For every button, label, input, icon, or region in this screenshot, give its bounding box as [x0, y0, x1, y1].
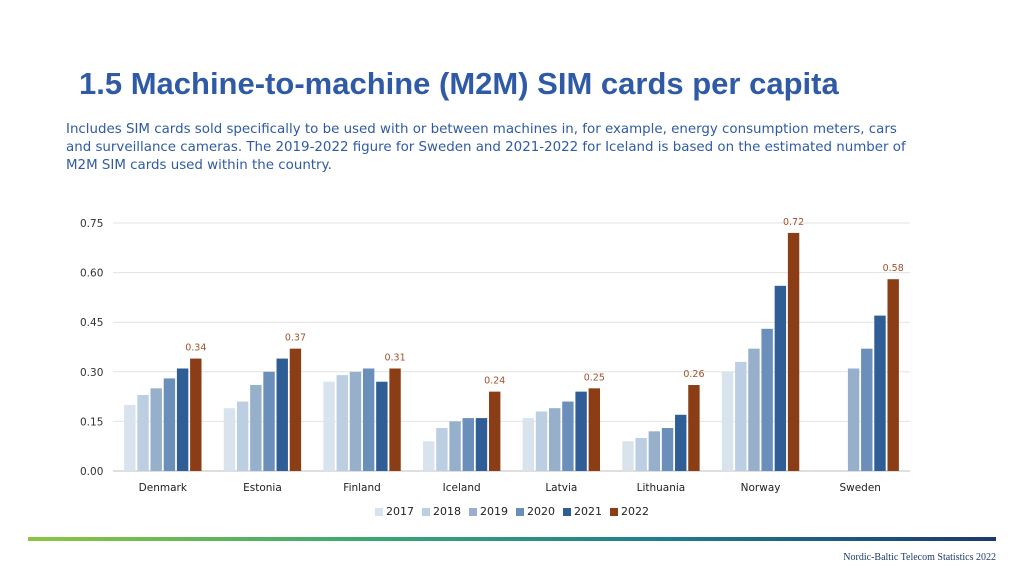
footer-text: Nordic-Baltic Telecom Statistics 2022 — [843, 552, 996, 563]
bar — [721, 371, 734, 471]
bar — [137, 394, 149, 471]
bar — [422, 441, 435, 471]
legend-swatch — [563, 507, 571, 516]
bar — [522, 418, 535, 471]
legend-item: 2017 — [375, 505, 414, 518]
y-tick-label: 0.60 — [80, 268, 103, 280]
x-tick-label: Iceland — [443, 482, 481, 494]
legend-label: 2022 — [621, 505, 649, 518]
footer-divider — [28, 537, 996, 541]
bar — [150, 388, 162, 471]
bar — [887, 279, 899, 471]
x-tick-label: Latvia — [545, 482, 577, 494]
data-label: 0.37 — [285, 333, 306, 344]
bar — [250, 385, 262, 471]
bar — [236, 401, 249, 471]
bar — [588, 388, 601, 471]
bar — [223, 408, 236, 471]
legend-swatch — [375, 507, 383, 516]
y-tick-label: 0.15 — [80, 416, 103, 428]
bar — [675, 414, 687, 471]
data-label: 0.25 — [584, 372, 605, 383]
data-label: 0.72 — [783, 217, 804, 228]
bar — [748, 348, 760, 471]
legend-label: 2021 — [574, 505, 602, 518]
y-tick-label: 0.75 — [80, 218, 103, 230]
bar — [289, 348, 302, 471]
bar — [176, 368, 189, 471]
legend-label: 2018 — [433, 505, 461, 518]
bar — [648, 431, 661, 471]
y-tick-label: 0.00 — [80, 466, 103, 478]
bar — [761, 328, 773, 471]
bar — [263, 371, 275, 471]
bar — [436, 428, 448, 471]
bar — [349, 371, 362, 471]
legend-label: 2017 — [386, 505, 414, 518]
bar — [376, 381, 388, 471]
bar — [735, 361, 747, 471]
x-tick-label: Estonia — [243, 482, 282, 494]
bar — [276, 358, 288, 471]
legend-item: 2019 — [469, 505, 508, 518]
bar — [562, 401, 574, 471]
bar — [861, 348, 873, 471]
bar — [475, 418, 488, 471]
bar — [488, 391, 501, 471]
bar — [124, 404, 136, 471]
bar — [462, 418, 474, 471]
bar — [874, 315, 886, 471]
bar — [336, 375, 348, 471]
legend-item: 2021 — [563, 505, 602, 518]
bar — [389, 368, 401, 471]
data-label: 0.31 — [384, 352, 405, 363]
legend-item: 2018 — [422, 505, 461, 518]
bar — [847, 368, 860, 471]
bar — [774, 285, 787, 471]
x-tick-label: Sweden — [839, 482, 881, 494]
bar — [323, 381, 335, 471]
legend-swatch — [516, 507, 524, 516]
legend-swatch — [610, 507, 618, 516]
legend-swatch — [422, 507, 430, 516]
data-label: 0.24 — [484, 376, 505, 387]
page-title: 1.5 Machine-to-machine (M2M) SIM cards p… — [79, 66, 839, 101]
x-tick-label: Lithuania — [637, 482, 686, 494]
y-tick-label: 0.45 — [80, 317, 103, 329]
x-tick-label: Denmark — [139, 482, 188, 494]
bar — [575, 391, 587, 471]
legend-label: 2019 — [480, 505, 508, 518]
data-label: 0.34 — [185, 343, 206, 354]
bar — [787, 232, 800, 471]
bar — [190, 358, 202, 471]
page-subtitle: Includes SIM cards sold specifically to … — [66, 122, 906, 173]
chart-legend: 2017 2018 2019 2020 2021 2022 — [0, 505, 1024, 518]
y-tick-label: 0.30 — [80, 367, 103, 379]
bar — [661, 428, 674, 471]
bar — [449, 421, 461, 471]
bar — [362, 368, 375, 471]
legend-label: 2020 — [527, 505, 555, 518]
bar — [535, 411, 548, 471]
legend-swatch — [469, 507, 477, 516]
data-label: 0.58 — [883, 263, 904, 274]
bar — [622, 441, 634, 471]
bar-chart: 0.00 0.15 0.30 0.45 0.60 0.75 0.34 Denmark 0.37 E… — [80, 217, 910, 494]
legend-item: 2020 — [516, 505, 555, 518]
bar — [549, 408, 561, 471]
x-tick-label: Norway — [741, 482, 781, 494]
bar — [635, 437, 647, 471]
bar — [163, 378, 176, 471]
bar — [688, 385, 700, 471]
x-tick-label: Finland — [343, 482, 381, 494]
legend-item: 2022 — [610, 505, 649, 518]
data-label: 0.26 — [683, 369, 704, 380]
